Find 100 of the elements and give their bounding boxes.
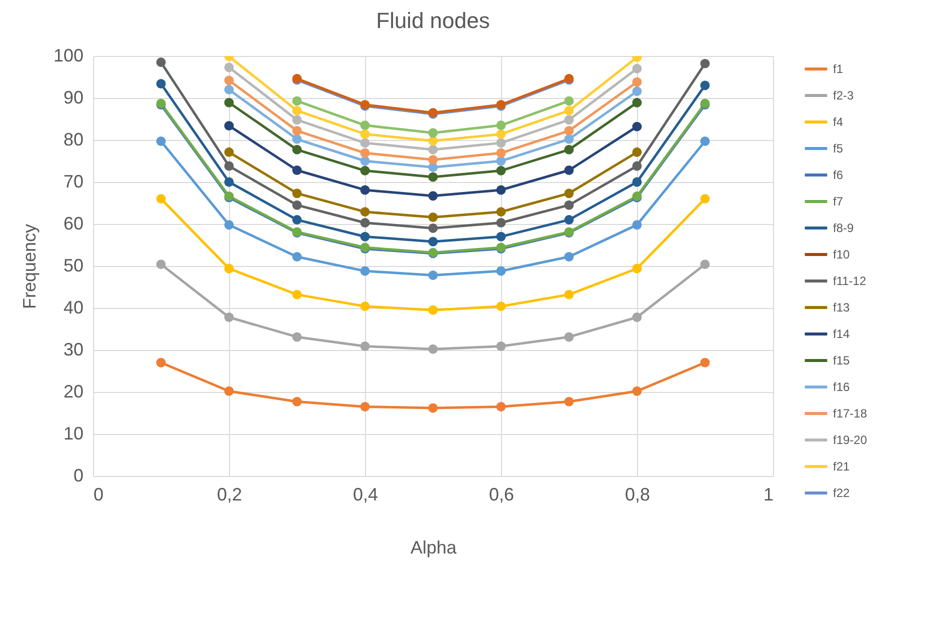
point xyxy=(292,115,302,125)
point xyxy=(156,136,166,146)
point xyxy=(564,188,574,198)
x-tick-label: 0 xyxy=(94,484,104,504)
point xyxy=(156,194,166,204)
legend-label: f6 xyxy=(833,168,844,182)
point xyxy=(564,126,574,136)
point xyxy=(428,212,438,222)
point xyxy=(360,156,370,166)
point xyxy=(564,166,574,175)
point xyxy=(428,191,438,201)
point xyxy=(360,232,370,242)
point xyxy=(428,236,438,246)
point xyxy=(292,188,302,198)
point xyxy=(156,358,166,368)
point xyxy=(224,312,234,322)
point xyxy=(700,260,710,270)
point xyxy=(360,148,370,158)
legend-label: f15 xyxy=(833,354,850,368)
x-axis-title: Alpha xyxy=(410,538,458,558)
point xyxy=(700,136,710,146)
point xyxy=(632,122,642,132)
point xyxy=(428,155,438,164)
point xyxy=(632,386,642,396)
point xyxy=(360,207,370,217)
point xyxy=(496,185,506,195)
y-axis-title: Frequency xyxy=(19,224,40,310)
legend-label: f10 xyxy=(833,248,850,262)
x-tick-label: 0,6 xyxy=(488,484,514,504)
legend-label: f11-12 xyxy=(833,274,866,288)
point xyxy=(496,148,506,158)
point xyxy=(564,290,574,300)
y-tick-label: 40 xyxy=(63,298,84,318)
point xyxy=(292,106,302,116)
legend-label: f22 xyxy=(833,486,850,500)
point xyxy=(700,358,710,368)
point xyxy=(360,166,370,176)
point xyxy=(156,260,166,270)
point xyxy=(496,302,506,312)
point xyxy=(700,194,710,204)
point xyxy=(496,232,506,242)
x-tick-label: 0,4 xyxy=(352,484,378,504)
point xyxy=(360,402,370,412)
point xyxy=(632,86,642,96)
point xyxy=(360,266,370,276)
point xyxy=(496,207,506,217)
legend-label: f21 xyxy=(833,460,850,474)
point xyxy=(700,80,710,90)
point xyxy=(224,147,234,157)
point xyxy=(428,270,438,280)
point xyxy=(224,264,234,274)
y-tick-label: 60 xyxy=(63,214,84,234)
legend-label: f1 xyxy=(833,62,844,76)
point xyxy=(224,120,234,130)
legend-label: f8-9 xyxy=(833,221,854,235)
legend-label: f4 xyxy=(833,115,844,129)
point xyxy=(428,403,438,413)
point xyxy=(632,220,642,230)
y-tick-label: 0 xyxy=(73,466,84,486)
point xyxy=(292,290,302,300)
point xyxy=(632,147,642,157)
y-tick-label: 80 xyxy=(63,130,84,150)
point xyxy=(360,120,370,130)
y-tick-label: 70 xyxy=(63,172,84,192)
point xyxy=(224,62,234,72)
point xyxy=(224,386,234,396)
legend-label: f14 xyxy=(833,327,850,341)
y-tick-label: 90 xyxy=(63,88,84,108)
y-tick-label: 50 xyxy=(63,256,84,276)
point xyxy=(292,215,302,225)
point xyxy=(632,177,642,187)
point xyxy=(564,115,574,125)
point xyxy=(292,134,302,144)
point xyxy=(224,220,234,230)
point xyxy=(428,223,438,233)
point xyxy=(224,76,234,86)
point xyxy=(564,96,574,106)
point xyxy=(564,134,574,144)
point xyxy=(428,144,438,154)
point xyxy=(496,156,506,166)
point xyxy=(428,305,438,315)
point xyxy=(292,200,302,210)
point xyxy=(428,172,438,182)
point xyxy=(428,344,438,354)
point xyxy=(564,215,574,225)
point xyxy=(360,185,370,195)
y-tick-label: 100 xyxy=(53,46,84,66)
point xyxy=(360,129,370,139)
chart-title: Fluid nodes xyxy=(376,8,490,33)
legend-label: f2-3 xyxy=(833,88,854,102)
point xyxy=(360,341,370,351)
legend-label: f17-18 xyxy=(833,406,868,420)
point xyxy=(292,96,302,106)
point xyxy=(360,302,370,312)
point xyxy=(496,218,506,228)
point xyxy=(632,77,642,87)
point xyxy=(496,402,506,412)
point xyxy=(156,58,166,68)
point xyxy=(632,98,642,108)
point xyxy=(564,106,574,116)
